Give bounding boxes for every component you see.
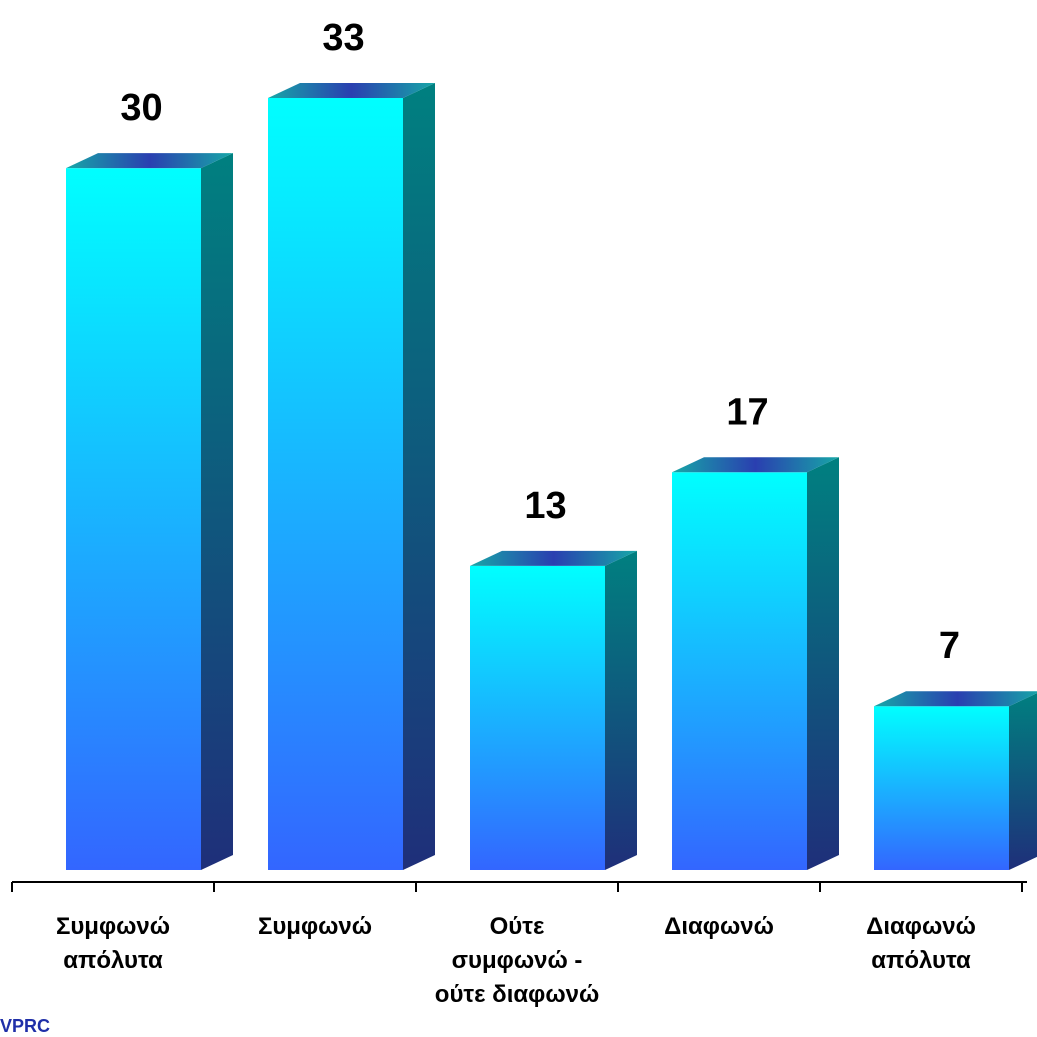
- bar-front: [268, 98, 403, 870]
- bar-top: [268, 83, 435, 98]
- category-label: Διαφωνώ: [664, 913, 774, 940]
- bar-side: [605, 550, 637, 870]
- data-label: 7: [939, 625, 960, 667]
- bar-front: [672, 472, 807, 870]
- bar-front: [66, 168, 201, 870]
- bar-side: [1009, 693, 1037, 870]
- bar-top: [66, 153, 233, 169]
- bar-front: [874, 706, 1009, 870]
- category-label: Διαφωνώ απόλυτα: [866, 913, 976, 974]
- data-label: 33: [322, 17, 364, 59]
- category-label: Συμφωνώ: [258, 913, 372, 940]
- bar-side: [201, 153, 233, 870]
- bar-front: [470, 565, 605, 870]
- bar-2: [268, 83, 435, 870]
- bar-1: [66, 153, 233, 870]
- bar-3: [470, 550, 637, 870]
- bar-5: [874, 691, 1037, 870]
- bar-side: [403, 83, 435, 870]
- bar-4: [672, 457, 839, 870]
- x-axis: [11, 881, 1027, 892]
- bar-side: [807, 457, 839, 870]
- bar-top: [874, 691, 1037, 707]
- bar-top: [672, 457, 839, 473]
- category-label: Ούτε συμφωνώ -ούτε διαφωνώ: [435, 913, 599, 1008]
- source-label: VPRC: [0, 1016, 51, 1036]
- category-label: Συμφωνώ απόλυτα: [56, 913, 170, 974]
- data-label: 30: [120, 87, 162, 129]
- bar-top: [470, 550, 637, 566]
- data-label: 17: [726, 391, 768, 433]
- data-label: 13: [524, 485, 566, 527]
